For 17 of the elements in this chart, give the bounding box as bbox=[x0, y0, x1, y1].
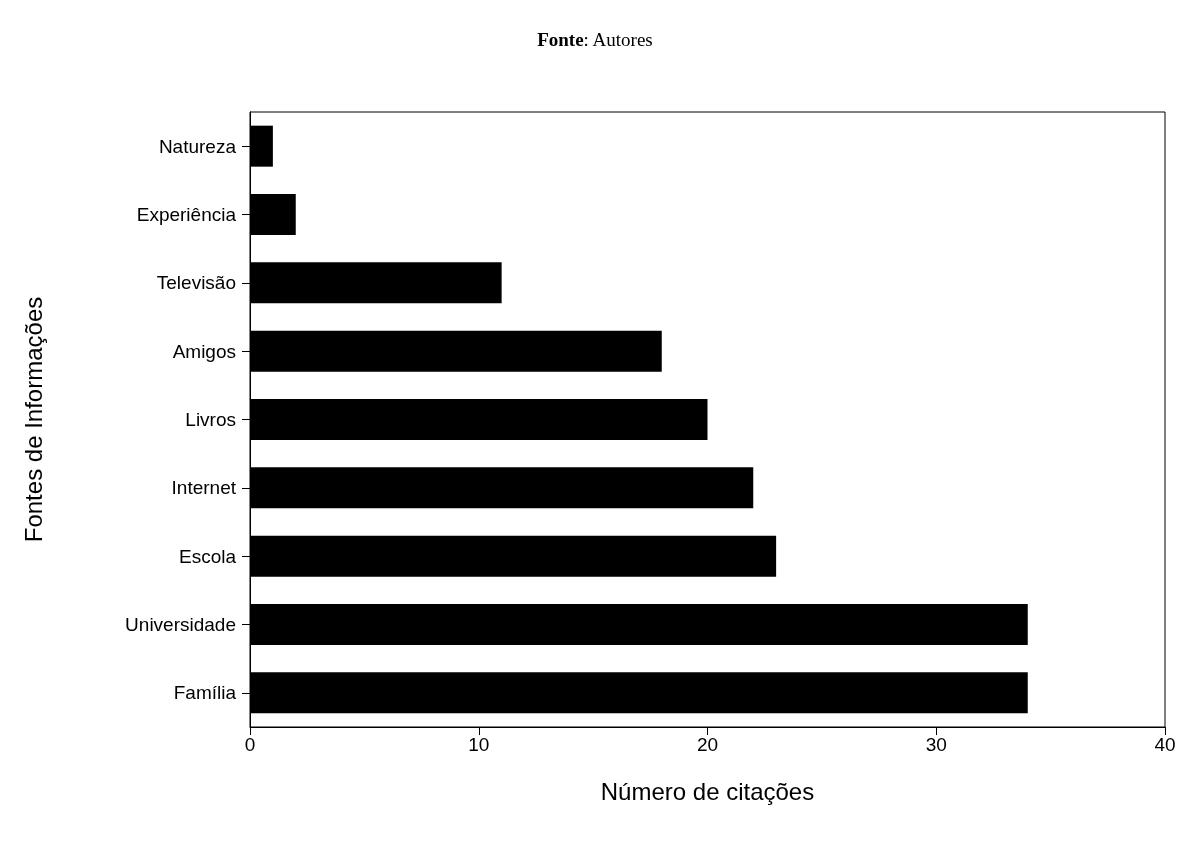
x-tick-label: 0 bbox=[244, 734, 256, 755]
y-tick-label: Televisão bbox=[156, 272, 236, 294]
y-tick-label: Natureza bbox=[158, 135, 237, 157]
x-tick-label: 40 bbox=[1154, 734, 1176, 755]
y-tick-label: Escola bbox=[178, 545, 237, 567]
x-tick-label: 20 bbox=[696, 734, 719, 755]
y-axis-title: Fontes de Informações bbox=[19, 296, 47, 543]
x-tick-label: 30 bbox=[925, 734, 947, 755]
y-tick-label: Amigos bbox=[172, 340, 236, 362]
x-axis-title: Número de citações bbox=[600, 777, 815, 805]
y-tick-label: Livros bbox=[185, 409, 236, 430]
source-note: Fonte: Autores bbox=[537, 29, 653, 50]
y-tick-label: Universidade bbox=[125, 614, 236, 635]
y-tick-label: Experiência bbox=[136, 204, 237, 225]
x-tick-label: 10 bbox=[468, 734, 490, 755]
y-tick-label: Internet bbox=[171, 477, 237, 499]
y-tick-label: Família bbox=[173, 682, 237, 704]
